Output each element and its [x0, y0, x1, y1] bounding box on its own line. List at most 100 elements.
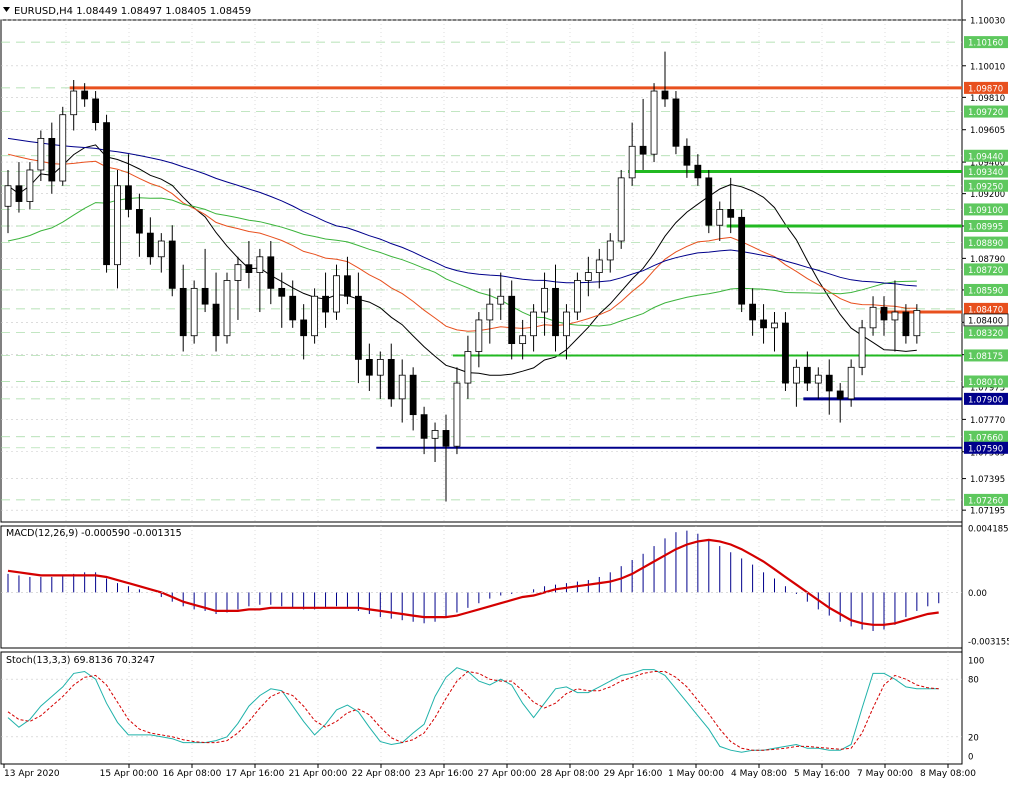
- candle-down: [825, 374, 833, 392]
- level-label-text: 1.09870: [968, 84, 1003, 94]
- candle-up: [376, 359, 384, 376]
- level-label-text: 1.10160: [968, 39, 1003, 49]
- candle-up: [793, 366, 800, 384]
- ma-medium-line: [7, 153, 917, 332]
- level-label-text: 1.08175: [968, 352, 1003, 362]
- price-tick-label: 1.09605: [970, 126, 1005, 136]
- candle-up: [59, 114, 67, 182]
- level-label-box: [964, 105, 1008, 118]
- stoch-tick-label: 0: [968, 753, 973, 763]
- level-label-box: [964, 165, 1008, 178]
- level-label-box: [964, 302, 1008, 315]
- candle-up: [157, 240, 165, 258]
- stoch-title: Stoch(13,3,3) 69.8136 70.3247: [6, 655, 155, 666]
- level-label-text: 1.08890: [968, 239, 1003, 249]
- candle-down: [782, 322, 789, 384]
- candle-up: [497, 295, 505, 305]
- level-label-box: [964, 203, 1008, 216]
- level-label-box: [964, 430, 1008, 443]
- price-tick-label: 1.10010: [970, 62, 1005, 72]
- time-tick-label: 22 Apr 08:00: [352, 769, 411, 779]
- level-label-text: 1.08590: [968, 286, 1003, 296]
- time-tick-label: 4 May 08:00: [731, 769, 787, 779]
- time-tick-label: 16 Apr 08:00: [163, 769, 222, 779]
- level-label-box: [964, 179, 1008, 192]
- candle-up: [628, 145, 636, 179]
- candle-down: [552, 287, 559, 337]
- candle-down: [278, 287, 286, 297]
- level-label-box: [964, 36, 1008, 49]
- level-label-box: [964, 81, 1008, 94]
- level-label-text: 1.07590: [968, 444, 1003, 454]
- candle-down: [803, 366, 811, 384]
- candle-down: [267, 256, 275, 289]
- ma-long-line: [7, 137, 917, 287]
- level-label-text: 1.08320: [968, 329, 1003, 339]
- candle-up: [617, 177, 625, 242]
- price-tick-label: 1.07195: [970, 507, 1005, 517]
- candle-up: [574, 280, 581, 313]
- macd-title: MACD(12,26,9) -0.000590 -0.001315: [6, 528, 182, 539]
- candle-down: [387, 359, 395, 400]
- time-tick-label: 13 Apr 2020: [4, 769, 60, 779]
- time-tick-label: 28 Apr 08:00: [541, 769, 600, 779]
- time-tick-label: 21 Apr 00:00: [289, 769, 348, 779]
- candle-down: [749, 303, 756, 321]
- level-label-box: [964, 441, 1008, 454]
- time-tick-label: 5 May 16:00: [794, 769, 850, 779]
- candle-down: [201, 287, 209, 305]
- level-label-text: 1.08720: [968, 266, 1003, 276]
- candle-down: [705, 177, 713, 226]
- ma-fast-line: [7, 144, 917, 376]
- dropdown-triangle-icon[interactable]: [3, 7, 10, 12]
- current-price-text: 1.08400: [968, 316, 1003, 326]
- candle-down: [639, 145, 647, 155]
- stoch-tick-label: 80: [968, 676, 979, 686]
- candle-up: [913, 310, 921, 337]
- candle-up: [475, 319, 483, 352]
- candle-up: [563, 311, 570, 337]
- stoch-main-line: [7, 667, 939, 753]
- level-label-box: [964, 283, 1008, 296]
- candle-down: [880, 306, 888, 321]
- current-price-tag: [963, 313, 1009, 327]
- candle-down: [442, 430, 450, 447]
- candle-down: [179, 287, 187, 337]
- price-tick-label: 1.10030: [970, 17, 1005, 27]
- candle-up: [256, 256, 264, 273]
- candle-down: [727, 209, 735, 218]
- candle-down: [289, 295, 297, 321]
- candle-down: [300, 319, 308, 337]
- candle-up: [486, 303, 494, 321]
- level-label-box: [964, 349, 1008, 362]
- price-tick-label: 1.08790: [970, 255, 1005, 265]
- candle-up: [311, 295, 319, 337]
- price-tick-label: 1.07770: [970, 416, 1005, 426]
- level-label-box: [964, 220, 1008, 233]
- candle-down: [245, 264, 253, 273]
- macd-tick-label: -0.003155: [968, 638, 1009, 648]
- candle-down: [354, 295, 362, 360]
- level-label-text: 1.09100: [968, 206, 1003, 216]
- level-label-text: 1.09250: [968, 182, 1003, 192]
- candle-up: [650, 90, 658, 155]
- candle-up: [869, 306, 877, 329]
- candle-up: [606, 240, 614, 261]
- ma-slow-line: [7, 197, 917, 327]
- candle-up: [431, 430, 439, 439]
- candle-up: [190, 287, 198, 337]
- level-label-box: [964, 236, 1008, 249]
- level-label-text: 1.07660: [968, 433, 1003, 443]
- candle-up: [114, 185, 121, 266]
- time-tick-label: 29 Apr 16:00: [604, 769, 663, 779]
- price-tick-label: 1.09400: [970, 159, 1005, 169]
- candle-up: [541, 287, 548, 313]
- price-tick-label: 1.09810: [970, 94, 1005, 104]
- candle-up: [891, 311, 899, 321]
- chart-title: EURUSD,H4 1.08449 1.08497 1.08405 1.0845…: [14, 6, 251, 17]
- level-label-box: [964, 375, 1008, 388]
- candle-down: [420, 414, 428, 439]
- candle-down: [322, 295, 329, 313]
- candle-down: [694, 164, 702, 179]
